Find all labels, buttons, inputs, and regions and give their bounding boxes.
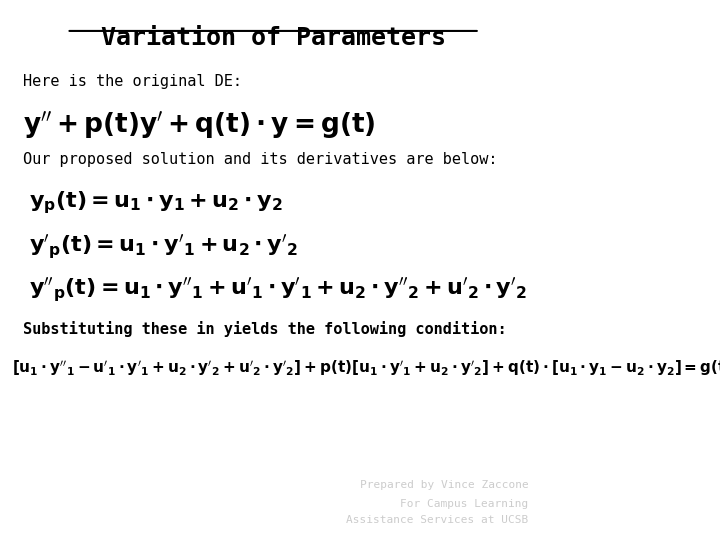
Text: Prepared by Vince Zaccone: Prepared by Vince Zaccone xyxy=(360,480,528,490)
Text: $\mathbf{y_p(t) = u_1 \cdot y_1 + u_2 \cdot y_2}$: $\mathbf{y_p(t) = u_1 \cdot y_1 + u_2 \c… xyxy=(29,190,282,216)
Text: $\mathbf{[u_1 \cdot y''_1 - u'_1 \cdot y'_1 + u_2 \cdot y'_2 + u'_2 \cdot y'_2] : $\mathbf{[u_1 \cdot y''_1 - u'_1 \cdot y… xyxy=(12,359,720,378)
Text: Our proposed solution and its derivatives are below:: Our proposed solution and its derivative… xyxy=(23,152,498,167)
Text: $\mathbf{y'' + p(t)y' + q(t) \cdot y = g(t)}$: $\mathbf{y'' + p(t)y' + q(t) \cdot y = g… xyxy=(23,109,376,141)
Text: Here is the original DE:: Here is the original DE: xyxy=(23,74,242,89)
Text: Substituting these in yields the following condition:: Substituting these in yields the followi… xyxy=(23,321,507,337)
Text: $\mathbf{y''_p(t) = u_1 \cdot y''_1 + u'_1 \cdot y'_1 + u_2 \cdot y''_2 + u'_2 \: $\mathbf{y''_p(t) = u_1 \cdot y''_1 + u'… xyxy=(29,275,527,303)
Text: $\mathbf{y'_p(t) = u_1 \cdot y'_1 + u_2 \cdot y'_2}$: $\mathbf{y'_p(t) = u_1 \cdot y'_1 + u_2 … xyxy=(29,232,297,261)
Text: Assistance Services at UCSB: Assistance Services at UCSB xyxy=(346,515,528,525)
Text: Variation of Parameters: Variation of Parameters xyxy=(101,25,446,50)
Text: For Campus Learning: For Campus Learning xyxy=(400,499,528,509)
